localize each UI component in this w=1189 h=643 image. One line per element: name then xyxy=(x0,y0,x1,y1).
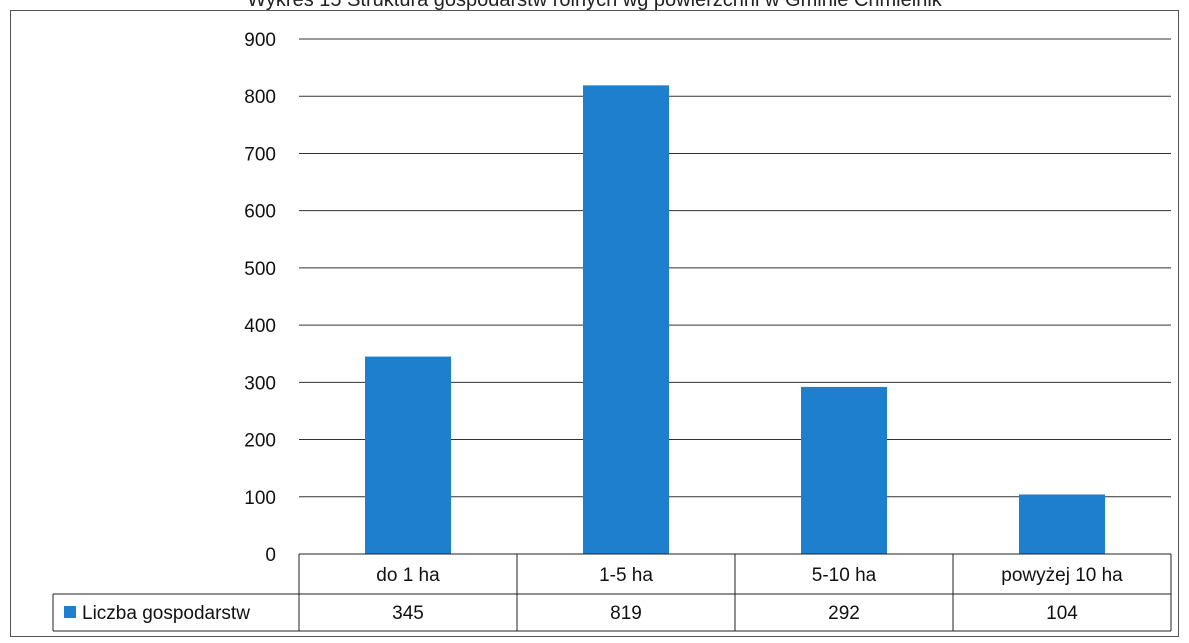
y-tick-label: 700 xyxy=(244,144,276,165)
legend-swatch xyxy=(64,606,76,618)
x-tick-label: do 1 ha xyxy=(376,565,440,586)
y-tick-label: 0 xyxy=(265,545,276,566)
chart-frame xyxy=(10,10,1179,637)
y-tick-label: 300 xyxy=(244,373,276,394)
data-label: 345 xyxy=(392,603,424,624)
y-tick-label: 500 xyxy=(244,259,276,280)
y-tick-label: 100 xyxy=(244,488,276,509)
data-label: 819 xyxy=(610,603,642,624)
chart-title: Wykres 15 Struktura gospodarstw rolnych … xyxy=(247,0,942,11)
y-tick-label: 400 xyxy=(244,316,276,337)
data-label: 292 xyxy=(828,603,860,624)
bar xyxy=(583,85,669,554)
bar xyxy=(801,386,887,554)
y-tick-label: 600 xyxy=(244,202,276,223)
x-tick-label: 5-10 ha xyxy=(812,565,877,586)
data-table: do 1 ha 1-5 ha 5-10 ha powyżej 10 ha Liczba … xyxy=(52,553,1172,632)
legend-label: Liczba gospodarstw xyxy=(82,603,250,624)
data-label: 104 xyxy=(1046,603,1078,624)
y-tick-label: 800 xyxy=(244,87,276,108)
y-axis-ticks: 0 100 200 300 400 500 600 700 800 900 xyxy=(244,30,276,566)
x-tick-label: powyżej 10 ha xyxy=(1001,565,1123,586)
bar xyxy=(1019,494,1105,554)
x-tick-label: 1-5 ha xyxy=(599,565,653,586)
y-tick-label: 900 xyxy=(244,30,276,51)
bar xyxy=(365,356,451,554)
bars xyxy=(365,85,1105,554)
y-tick-label: 200 xyxy=(244,431,276,452)
